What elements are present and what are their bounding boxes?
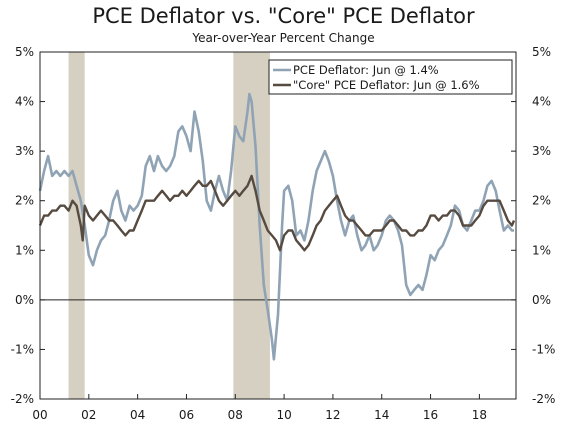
y-tick-label-left: -1% (11, 342, 34, 356)
x-tick-label: 06 (179, 408, 194, 422)
series-line-0 (38, 92, 514, 361)
recession-bands (68, 52, 270, 399)
x-tick-label: 18 (472, 408, 487, 422)
y-tick-label-left: 0% (15, 293, 34, 307)
chart-title: PCE Deflator vs. "Core" PCE Deflator (92, 4, 475, 28)
x-tick-label: 04 (130, 408, 145, 422)
y-axis-right: -2% -1% 0% 1% 2% 3% 4% 5% (511, 45, 555, 406)
series-line-1 (38, 174, 516, 252)
y-tick-label-right: 4% (532, 95, 551, 109)
x-tick-label: 02 (81, 408, 96, 422)
y-tick-label-right: 0% (532, 293, 551, 307)
legend-label-1: "Core" PCE Deflator: Jun @ 1.6% (293, 78, 480, 92)
y-tick-label-right: -2% (532, 392, 555, 406)
legend: PCE Deflator: Jun @ 1.4%"Core" PCE Defla… (268, 59, 513, 95)
x-axis: 00 02 04 06 08 10 12 14 16 18 (32, 394, 487, 422)
y-axis-left: -2% -1% 0% 1% 2% 3% 4% 5% (11, 45, 45, 406)
x-tick-label: 16 (423, 408, 438, 422)
y-tick-label-right: 2% (532, 194, 551, 208)
recession-band-0 (68, 52, 85, 399)
plot-frame (39, 51, 517, 400)
x-tick-label: 00 (32, 408, 47, 422)
x-tick-label: 14 (374, 408, 389, 422)
y-tick-label-right: 1% (532, 243, 551, 257)
legend-box (268, 59, 513, 95)
y-tick-label-right: -1% (532, 342, 555, 356)
x-tick-label: 10 (276, 408, 291, 422)
y-tick-label-left: 2% (15, 194, 34, 208)
series-lines (38, 92, 516, 361)
y-tick-label-left: 5% (15, 45, 34, 59)
y-tick-label-left: -2% (11, 392, 34, 406)
y-tick-label-left: 1% (15, 243, 34, 257)
y-tick-label-right: 3% (532, 144, 551, 158)
y-tick-label-left: 3% (15, 144, 34, 158)
legend-label-0: PCE Deflator: Jun @ 1.4% (293, 63, 439, 77)
x-tick-label: 08 (228, 408, 243, 422)
x-tick-label: 12 (325, 408, 340, 422)
y-tick-label-right: 5% (532, 45, 551, 59)
chart-subtitle: Year-over-Year Percent Change (192, 31, 375, 45)
y-tick-label-left: 4% (15, 95, 34, 109)
